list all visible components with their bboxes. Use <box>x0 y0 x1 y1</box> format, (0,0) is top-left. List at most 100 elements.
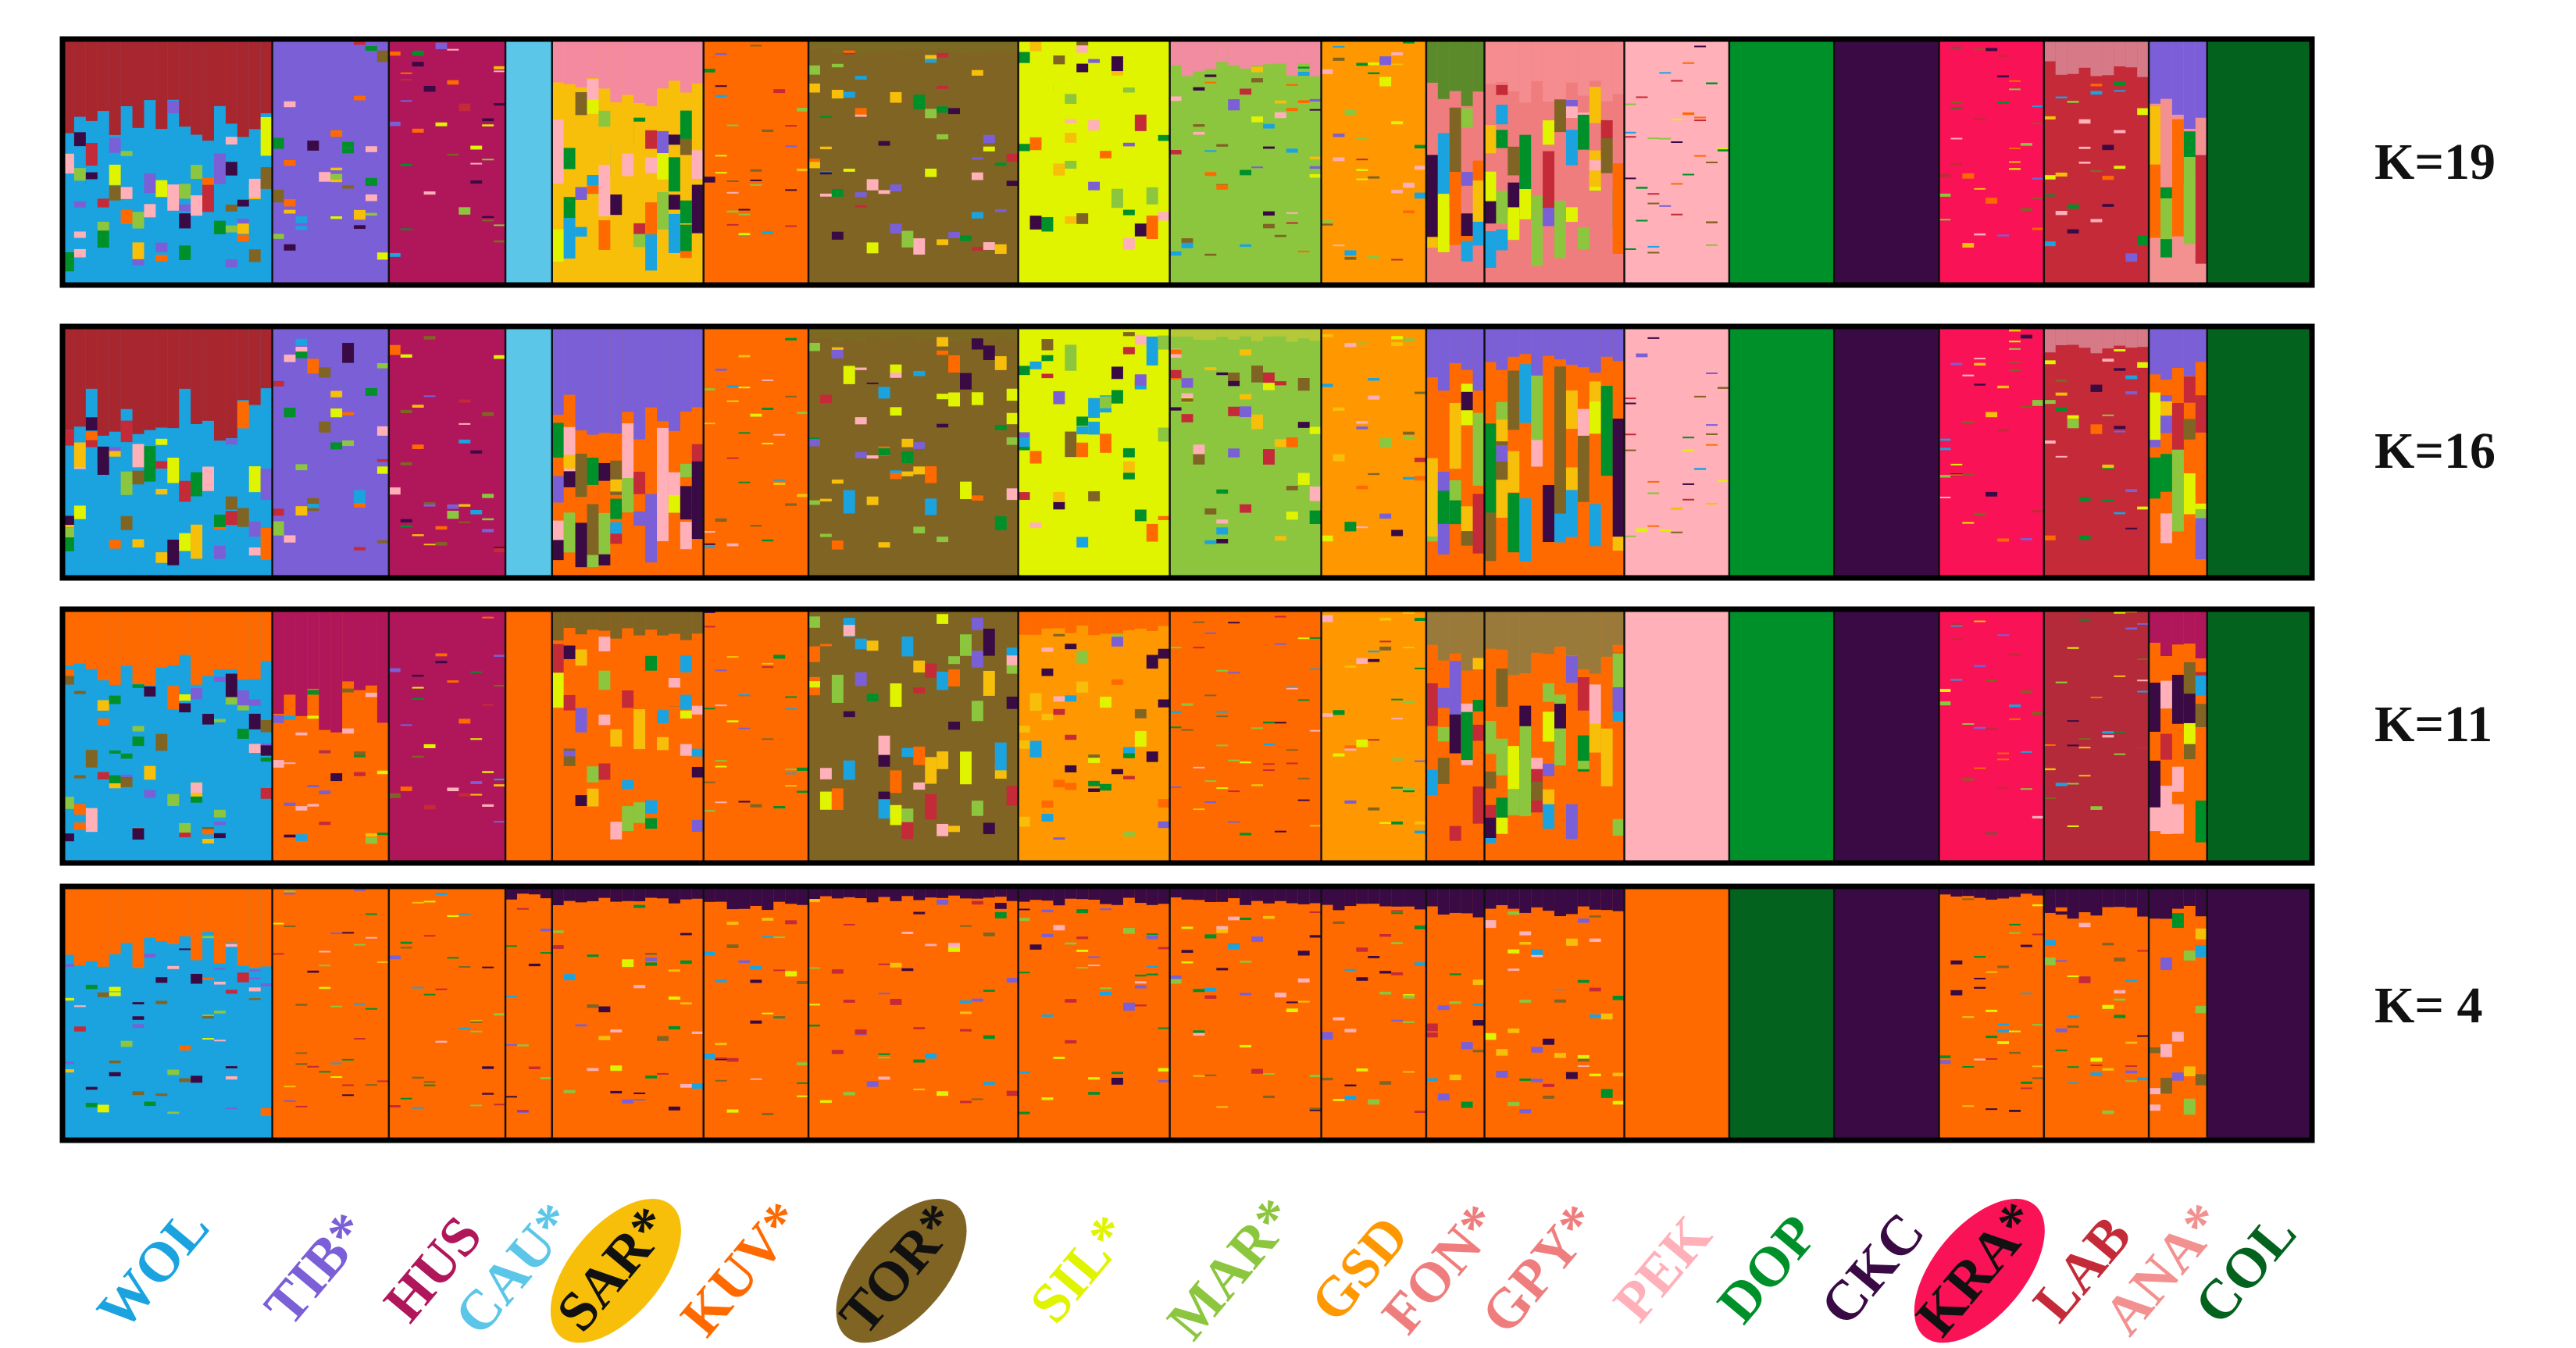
bar-mix-component <box>155 977 168 983</box>
bar-base <box>1764 609 1777 863</box>
bar-base <box>1333 39 1346 285</box>
bar-mix-component <box>2090 696 2103 699</box>
bar-mix-component <box>505 945 518 947</box>
bar-mix-component <box>470 509 483 515</box>
bar-mix-component <box>1600 1013 1614 1020</box>
individual-bar <box>680 326 693 578</box>
bar-mix-component <box>423 935 437 937</box>
bar-mix-component <box>1368 651 1380 653</box>
individual-bar <box>855 886 868 1140</box>
individual-bar <box>1589 609 1602 863</box>
bar-mix-component <box>1950 137 1963 140</box>
bar-base <box>376 886 390 1140</box>
bar-mix-component <box>1694 468 1707 470</box>
individual-bar <box>971 609 984 863</box>
individual-bar <box>866 39 879 285</box>
individual-bar <box>505 609 518 863</box>
bar-mix-component <box>657 710 669 723</box>
bar-base <box>330 886 343 1140</box>
bar-mix-component <box>866 397 879 406</box>
bar-mix-component <box>109 451 122 457</box>
bar-mix-component <box>1286 1008 1299 1012</box>
individual-bar <box>470 609 483 863</box>
bar-base <box>1682 609 1695 863</box>
bar-mix-component <box>913 95 926 109</box>
bar-mix-component <box>1181 961 1194 964</box>
individual-bar <box>1868 39 1882 285</box>
bar-base <box>1274 326 1287 578</box>
bar-mix-component <box>1240 349 1252 356</box>
bar-mix-component <box>1134 198 1147 208</box>
bar-top-component <box>610 886 623 902</box>
individual-bar <box>62 609 75 863</box>
individual-bar <box>1986 886 1998 1140</box>
bar-mix-component <box>1240 1044 1252 1048</box>
individual-bar <box>248 886 262 1140</box>
bar-mix-component <box>2067 179 2080 183</box>
bar-mix-component <box>1624 136 1637 138</box>
bar-mix-component <box>272 189 285 203</box>
bar-top-component <box>62 39 75 134</box>
individual-bar <box>1076 326 1089 578</box>
bar-mix-component <box>1134 709 1147 719</box>
bar-mix-component <box>1624 398 1637 400</box>
bar-mix-component <box>703 1053 716 1059</box>
bar-base <box>1740 326 1754 578</box>
individual-bar <box>1204 609 1217 863</box>
bar-mix-component <box>1053 779 1065 788</box>
bar-mix-component <box>494 821 506 823</box>
bar-base <box>971 886 984 1140</box>
bar-mix-component <box>494 224 506 226</box>
bar-mix-component <box>2078 738 2092 740</box>
bar-base <box>1076 609 1089 863</box>
bar-mix-component <box>2102 176 2114 180</box>
individual-bar <box>1228 886 1240 1140</box>
bar-mix-component <box>482 219 494 222</box>
bar-mix-component <box>1193 1013 1205 1016</box>
bar-base <box>971 609 984 863</box>
bar-base <box>1088 886 1101 1140</box>
bar-mix-component <box>1018 437 1031 448</box>
bar-mix-component <box>983 242 996 250</box>
bar-base <box>2265 609 2278 863</box>
bar-mix-component <box>2020 406 2033 408</box>
bar-base <box>540 39 553 285</box>
bar-mix-component <box>1519 1109 1532 1114</box>
bar-base <box>295 39 308 285</box>
bar-mix-component <box>388 344 401 355</box>
bar-mix-component <box>808 967 821 969</box>
bar-mix-component <box>2195 675 2208 696</box>
bar-top-component <box>62 609 75 666</box>
bar-top-component <box>1543 886 1555 911</box>
bar-mix-component <box>2090 806 2103 810</box>
bar-mix-component <box>587 79 600 100</box>
individual-bar <box>1903 39 1917 285</box>
individual-bar <box>2149 39 2161 285</box>
bar-base <box>2102 39 2114 285</box>
bar-base <box>1041 886 1054 1140</box>
individual-bar <box>1321 326 1334 578</box>
individual-bar <box>2125 326 2138 578</box>
bar-mix-component <box>1297 777 1311 779</box>
bar-top-component <box>983 39 996 52</box>
bar-mix-component <box>155 461 168 469</box>
bar-mix-component <box>447 992 459 994</box>
bar-mix-component <box>330 173 343 180</box>
bar-mix-component <box>2009 932 2021 934</box>
bar-base <box>1974 609 1986 863</box>
individual-bar <box>2114 326 2126 578</box>
bar-top-component <box>2032 886 2045 896</box>
bar-mix-component <box>1018 132 1031 144</box>
individual-bar <box>1636 326 1649 578</box>
individual-bar <box>575 39 588 285</box>
bar-top-component <box>1018 609 1031 635</box>
bar-mix-component <box>167 965 180 969</box>
bar-mix-component <box>191 165 203 179</box>
bar-mix-component <box>1647 137 1660 140</box>
individual-bar <box>960 326 972 578</box>
bar-mix-component <box>878 993 891 995</box>
individual-bar <box>435 886 448 1140</box>
bar-mix-component <box>2171 119 2185 237</box>
bar-mix-component <box>1379 77 1392 87</box>
bar-base <box>1740 39 1754 285</box>
